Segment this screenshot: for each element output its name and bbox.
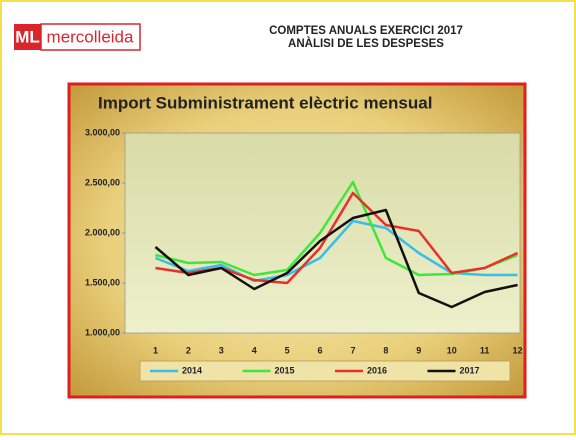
x-tick-label: 12 — [513, 345, 523, 355]
x-tick-label: 11 — [480, 345, 490, 355]
header-title: COMPTES ANUALS EXERCICI 2017 — [269, 25, 463, 37]
chart-title: Import Subministrament elèctric mensual — [98, 93, 432, 112]
x-tick-label: 8 — [383, 345, 388, 355]
logo-text: mercolleida — [47, 27, 134, 46]
series-line — [154, 208, 518, 309]
y-tick-label: 2.000,00 — [85, 227, 120, 237]
x-tick-label: 3 — [219, 345, 224, 355]
legend-label: 2015 — [275, 365, 295, 375]
legend-label: 2016 — [367, 365, 387, 375]
logo-box — [14, 24, 41, 50]
plot-area — [124, 132, 521, 334]
logo-frame — [40, 23, 141, 51]
x-tick-label: 10 — [447, 345, 457, 355]
legend-box — [139, 360, 511, 382]
y-tick-label: 1.500,00 — [85, 277, 120, 287]
legend-label: 2014 — [182, 365, 202, 375]
logo-mark: ML — [15, 27, 40, 46]
x-tick-label: 6 — [318, 345, 323, 355]
legend-label: 2017 — [460, 365, 480, 375]
x-tick-label: 7 — [350, 345, 355, 355]
x-tick-label: 9 — [416, 345, 421, 355]
y-tick-label: 2.500,00 — [85, 177, 120, 187]
x-tick-label: 2 — [186, 345, 191, 355]
y-tick-label: 1.000,00 — [85, 327, 120, 337]
x-tick-label: 5 — [285, 345, 290, 355]
x-tick-label: 4 — [252, 345, 257, 355]
x-tick-label: 1 — [153, 345, 158, 355]
y-tick-label: 3.000,00 — [85, 127, 120, 137]
header-subtitle: ANÀLISI DE LES DESPESES — [288, 37, 444, 50]
